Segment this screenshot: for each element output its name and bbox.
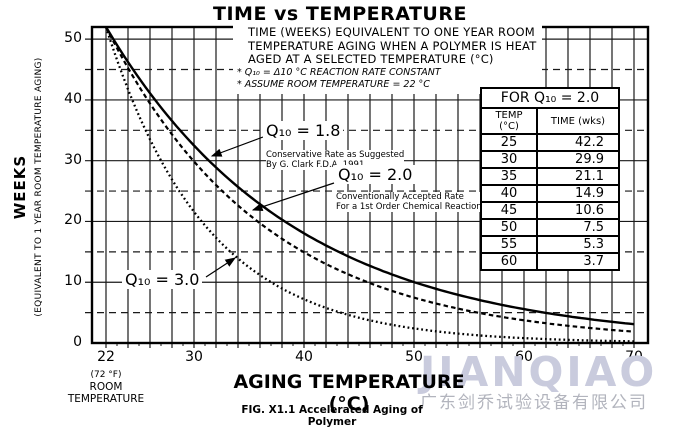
cell-temp: 50 [480,218,538,237]
room-temperature-note: (72 °F) ROOM TEMPERATURE [56,370,156,405]
table-title: FOR Q₁₀ = 2.0 [480,87,620,109]
y-tick-label: 40 [64,90,82,107]
annotation-block: TIME (WEEKS) EQUIVALENT TO ONE YEAR ROOM… [233,24,543,94]
cell-temp: 40 [480,184,538,203]
watermark-company: 广东剑乔试验设备有限公司 [420,393,648,413]
room-note-line: TEMPERATURE [67,393,145,405]
x-axis-title: AGING TEMPERATURE (°C) [233,371,465,415]
y-tick-label: 20 [64,212,82,229]
annotation-line: TEMPERATURE AGING WHEN A POLYMER IS HEAT [248,38,537,53]
annotation-line: AGED AT A SELECTED TEMPERATURE (°C) [248,52,494,66]
cell-temp: 60 [480,252,538,271]
room-note-line: ROOM [89,381,123,393]
curve-sublabel-line: Conservative Rate as Suggested [266,150,405,160]
cell-time: 7.5 [536,218,620,237]
watermark-brand: JIANQIAO [420,348,658,396]
leader-q30 [205,257,237,278]
curve-label-q18: Q₁₀ = 1.8 [263,121,344,140]
table-row: 35 21.1 [480,167,620,186]
y-tick-label: 50 [64,30,82,47]
y-tick-label: 30 [64,151,82,168]
table-header-row: TEMP (°C) TIME (wks) [480,107,620,135]
leader-q20 [251,182,335,211]
cell-temp: 45 [480,201,538,220]
curve-sublabel-q20: Conventionally Accepted Rate For a 1st O… [336,192,482,212]
x-tick-label: 70 [625,349,643,365]
cell-time: 21.1 [536,167,620,186]
x-tick-label: 40 [295,349,313,365]
cell-time: 42.2 [536,133,620,152]
cell-temp: 55 [480,235,538,254]
figure-caption: FIG. X1.1 Accelerated Aging of Polymer [241,404,423,428]
y-tick-label: 10 [64,273,82,290]
leader-arrows [205,136,335,278]
annotation-note: * ASSUME ROOM TEMPERATURE = 22 °C [237,78,430,90]
x-tick-label: 30 [185,349,203,365]
table-row: 45 10.6 [480,201,620,220]
curve-label-q20: Q₁₀ = 2.0 [335,165,416,184]
table-row: 30 29.9 [480,150,620,169]
curve-q10-3 [104,26,635,343]
annotation-note: * Q₁₀ = Δ10 °C REACTION RATE CONSTANT [237,66,441,78]
x-tick-label: 60 [515,349,533,365]
curve-q10-2 [105,26,635,333]
column-header-temp: TEMP (°C) [480,107,538,135]
table-row: 25 42.2 [480,133,620,152]
room-note-line: (72 °F) [90,370,122,380]
table-row: 60 3.7 [480,252,620,271]
x-tick-label: 22 [97,349,115,365]
table-title-row: FOR Q₁₀ = 2.0 [480,87,620,109]
cell-time: 3.7 [536,252,620,271]
table-row: 40 14.9 [480,184,620,203]
curve-q10-1.8 [104,26,635,326]
cell-temp: 25 [480,133,538,152]
y-tick-label: 0 [73,334,82,350]
table-row: 55 5.3 [480,235,620,254]
column-header-time: TIME (wks) [536,107,620,135]
cell-temp: 35 [480,167,538,186]
leader-q18 [210,136,264,157]
cell-temp: 30 [480,150,538,169]
cell-time: 29.9 [536,150,620,169]
cell-time: 5.3 [536,235,620,254]
chart-title: TIME vs TEMPERATURE [213,3,467,25]
curves [104,26,635,343]
annotation-line: TIME (WEEKS) EQUIVALENT TO ONE YEAR ROOM [248,25,535,39]
curve-label-q30: Q₁₀ = 3.0 [122,270,203,289]
curve-sublabel-line: By G. Clark F.D.A. 1991 [266,160,365,170]
cell-time: 10.6 [536,201,620,220]
curve-sublabel-line: For a 1st Order Chemical Reaction [336,202,482,212]
x-tick-label: 50 [405,349,423,365]
cell-time: 14.9 [536,184,620,203]
curve-sublabel-line: Conventionally Accepted Rate [336,192,464,202]
table-row: 50 7.5 [480,218,620,237]
q10-data-table: FOR Q₁₀ = 2.0 TEMP (°C) TIME (wks) 25 42.… [480,87,620,271]
